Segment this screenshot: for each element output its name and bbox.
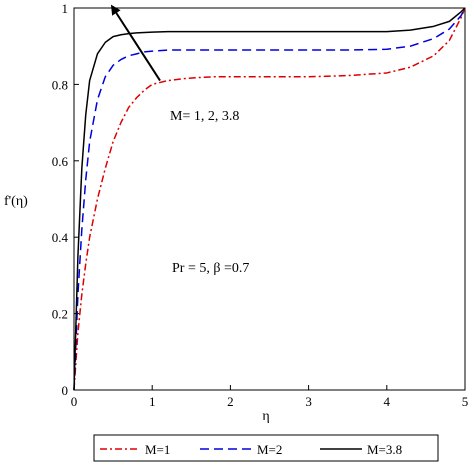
series-line-3 <box>73 7 466 391</box>
x-tick-label: 1 <box>149 394 156 409</box>
m-values-annotation: M= 1, 2, 3.8 <box>170 109 239 124</box>
x-tick-label: 5 <box>462 394 469 409</box>
y-tick-label: 0.4 <box>52 230 69 245</box>
parameters-annotation: Pr = 5, β =0.7 <box>172 261 249 276</box>
x-tick-label: 0 <box>71 394 78 409</box>
increase-arrow <box>110 4 161 82</box>
y-axis-title: f'(η) <box>4 194 28 209</box>
legend-box <box>93 434 439 462</box>
series-line-1 <box>73 7 466 391</box>
plot-frame <box>73 7 466 391</box>
legend: M=1 M=2 M=3.8 <box>93 434 439 462</box>
x-tick-label: 3 <box>305 394 312 409</box>
series-line-2 <box>73 7 466 391</box>
x-axis-title: η <box>262 409 269 424</box>
y-tick-label: 0.2 <box>52 307 68 322</box>
x-tick-label: 2 <box>227 394 234 409</box>
x-tick-label: 4 <box>384 394 391 409</box>
series-lines <box>73 7 466 391</box>
y-tick-label: 0 <box>62 383 69 398</box>
y-axis-ticks: 0 0.2 0.4 0.6 0.8 1 <box>52 1 79 398</box>
legend-label-m2: M=2 <box>257 442 282 457</box>
legend-label-m1: M=1 <box>145 442 170 457</box>
y-tick-label: 0.6 <box>52 154 69 169</box>
y-tick-label: 1 <box>62 1 69 16</box>
x-axis-ticks: 0 1 2 3 4 5 <box>71 385 469 409</box>
y-tick-label: 0.8 <box>52 77 68 92</box>
legend-label-m3: M=3.8 <box>367 442 402 457</box>
